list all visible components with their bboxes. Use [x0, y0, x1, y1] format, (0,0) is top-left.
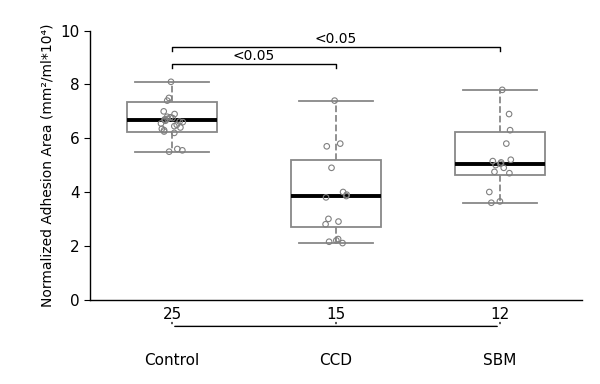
- Point: [487, 200, 496, 206]
- Point: [496, 161, 505, 167]
- Point: [166, 79, 176, 85]
- Point: [499, 165, 509, 171]
- Point: [505, 127, 515, 133]
- Point: [322, 143, 332, 149]
- Point: [338, 189, 348, 195]
- Point: [490, 169, 499, 175]
- Point: [504, 111, 514, 117]
- Text: CCD: CCD: [320, 353, 353, 368]
- Point: [496, 159, 506, 166]
- Bar: [455, 131, 545, 174]
- Point: [491, 162, 500, 168]
- Point: [163, 114, 172, 120]
- Point: [330, 98, 340, 104]
- Point: [485, 189, 494, 195]
- Point: [175, 119, 184, 125]
- Y-axis label: Normalized Adhesion Area (mm²/ml*10⁴): Normalized Adhesion Area (mm²/ml*10⁴): [41, 23, 55, 307]
- Point: [338, 240, 347, 246]
- Point: [160, 128, 169, 134]
- Point: [334, 236, 343, 242]
- Point: [163, 116, 172, 122]
- Point: [160, 127, 169, 133]
- Point: [341, 193, 351, 199]
- Point: [497, 87, 507, 93]
- Point: [334, 218, 343, 225]
- Point: [168, 115, 178, 121]
- Point: [178, 119, 188, 125]
- Point: [157, 126, 167, 132]
- Text: <0.05: <0.05: [315, 31, 357, 45]
- Bar: [127, 102, 217, 131]
- Point: [159, 108, 169, 114]
- Point: [170, 111, 179, 117]
- Point: [170, 123, 179, 129]
- Point: [488, 158, 497, 164]
- Point: [160, 117, 169, 123]
- Point: [335, 141, 345, 147]
- Point: [161, 118, 170, 124]
- Bar: [291, 160, 381, 227]
- Point: [495, 198, 505, 204]
- Text: Control: Control: [145, 353, 200, 368]
- Point: [164, 95, 174, 101]
- Point: [332, 237, 341, 243]
- Point: [160, 116, 170, 122]
- Point: [163, 98, 172, 104]
- Point: [325, 239, 334, 245]
- Point: [172, 122, 182, 128]
- Point: [169, 130, 179, 136]
- Point: [342, 192, 352, 198]
- Point: [321, 221, 331, 227]
- Point: [156, 120, 166, 126]
- Text: <0.05: <0.05: [233, 49, 275, 63]
- Point: [178, 147, 187, 153]
- Text: SBM: SBM: [484, 353, 517, 368]
- Point: [505, 170, 514, 176]
- Point: [173, 146, 182, 152]
- Point: [323, 216, 333, 222]
- Point: [321, 194, 331, 200]
- Point: [327, 165, 337, 171]
- Point: [506, 157, 515, 163]
- Point: [164, 149, 174, 155]
- Point: [502, 141, 511, 147]
- Point: [166, 114, 175, 120]
- Point: [176, 124, 185, 131]
